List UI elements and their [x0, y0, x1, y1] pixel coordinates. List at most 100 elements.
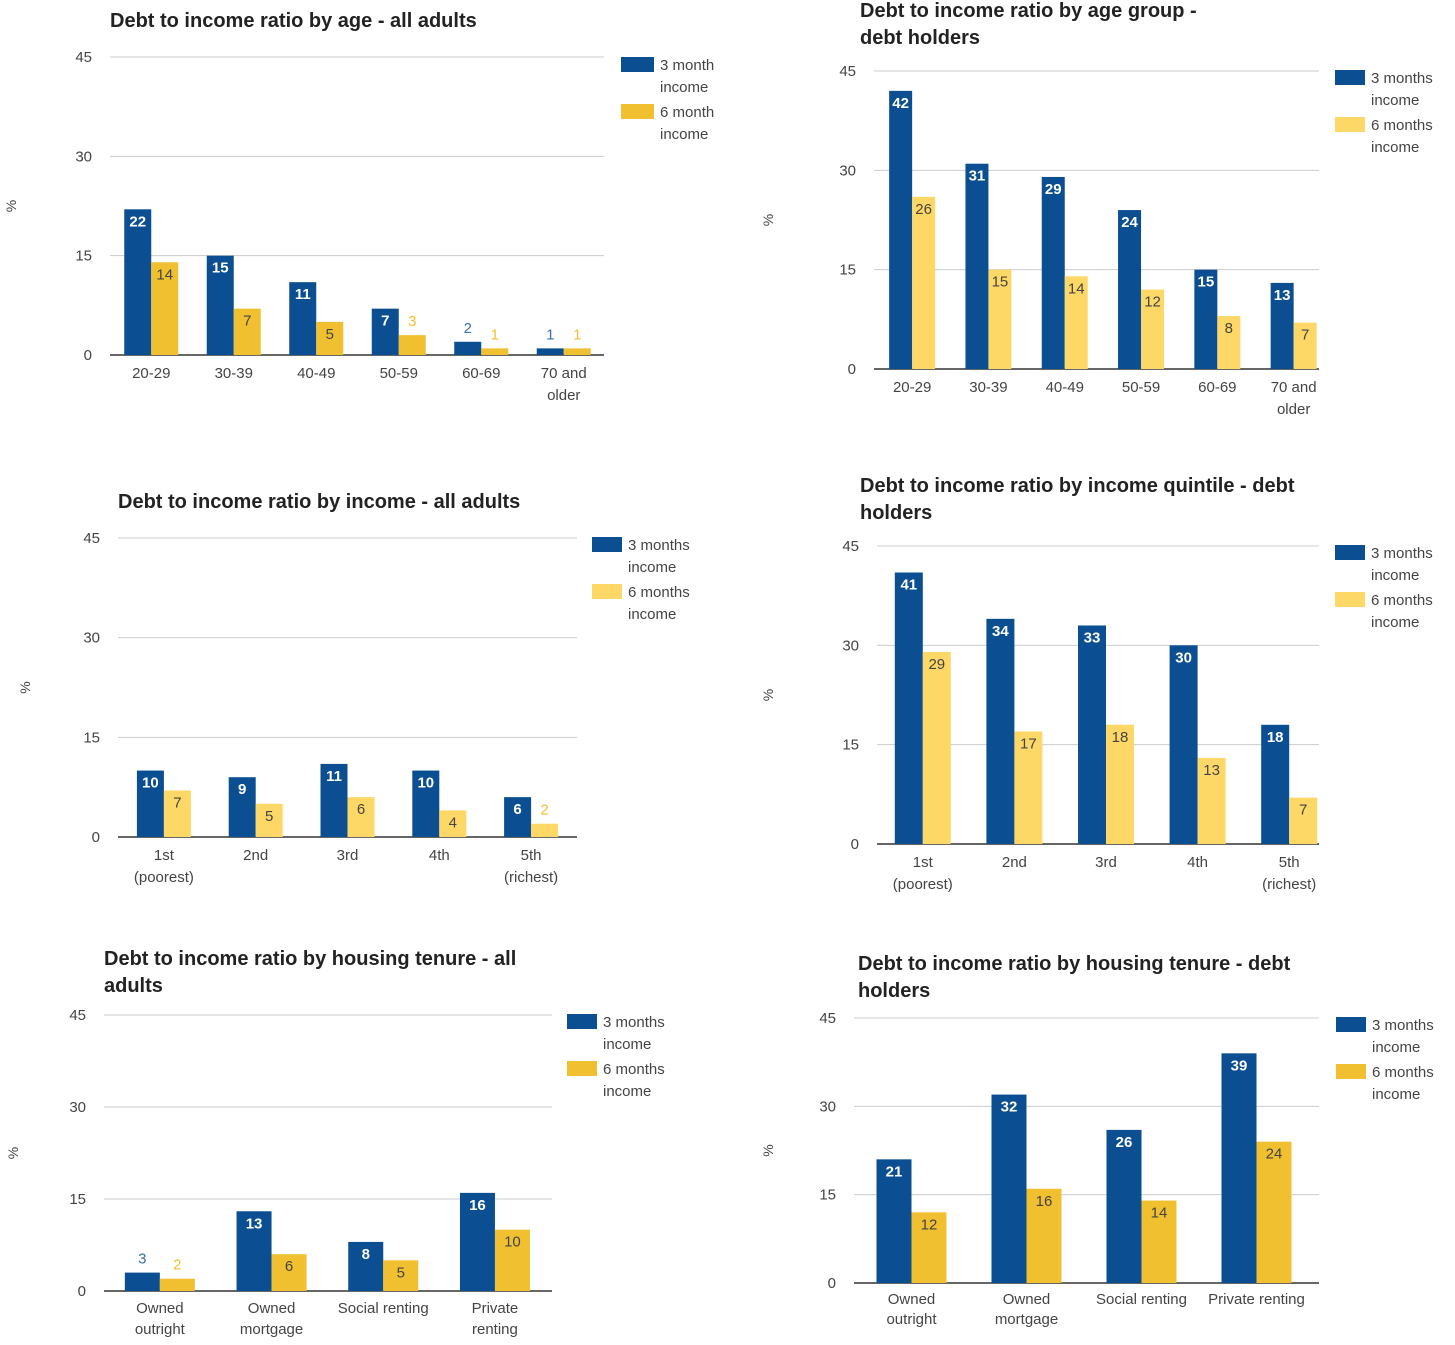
- y-axis-label: %: [760, 214, 776, 226]
- data-label: 4: [449, 814, 457, 831]
- data-label: 34: [992, 623, 1009, 640]
- bar-3-months: [371, 308, 399, 355]
- chart-tenure-all-adults: Debt to income ratio by housing tenure -…: [0, 925, 727, 1340]
- y-tick-label: 0: [92, 829, 100, 846]
- data-label: 12: [1144, 294, 1161, 311]
- data-label: 7: [1301, 327, 1309, 344]
- bar-3-months: [894, 572, 923, 844]
- data-label: 6: [285, 1258, 293, 1275]
- x-tick-label: 2nd: [1002, 854, 1027, 871]
- bar-6-months: [563, 348, 591, 355]
- data-label: 26: [1116, 1134, 1133, 1151]
- y-tick-label: 30: [819, 1098, 836, 1115]
- data-label: 6: [513, 801, 521, 818]
- data-label: 3: [408, 313, 416, 330]
- legend-swatch: [567, 1014, 597, 1029]
- data-label: 42: [892, 95, 909, 112]
- bar-3-months: [1078, 625, 1106, 844]
- bar-6-months: [481, 348, 509, 355]
- y-axis-label: %: [760, 1144, 776, 1156]
- x-tick-label: 5th (richest): [1262, 854, 1316, 893]
- data-label: 16: [469, 1197, 486, 1214]
- bar-6-months: [316, 321, 344, 355]
- data-label: 11: [295, 286, 311, 303]
- chart-age-all-adults: Debt to income ratio by age - all adults…: [0, 0, 727, 445]
- bar-3-months: [986, 618, 1015, 844]
- y-tick-label: 45: [839, 63, 856, 80]
- y-tick-label: 0: [78, 1283, 86, 1300]
- x-tick-label: 30-39: [969, 379, 1007, 396]
- bar-6-months: [1106, 724, 1134, 844]
- bar-3-months: [1169, 645, 1198, 844]
- data-label: 16: [1036, 1193, 1053, 1210]
- chart-svg: Debt to income ratio by age - all adults…: [3, 10, 714, 404]
- data-label: 17: [1020, 735, 1037, 752]
- bar-3-months: [348, 1241, 384, 1291]
- y-tick-label: 30: [842, 637, 859, 654]
- bar-6-months: [1217, 316, 1241, 369]
- y-tick-label: 0: [851, 836, 859, 853]
- chart-age-debt-holders: Debt to income ratio by age group -debt …: [727, 0, 1455, 445]
- bar-3-months: [412, 770, 440, 837]
- data-label: 1: [546, 326, 554, 343]
- bar-6-months: [159, 1278, 195, 1291]
- legend-label: 3 months income: [1371, 70, 1433, 109]
- data-label: 8: [1225, 320, 1233, 337]
- legend-label: 3 months income: [603, 1014, 665, 1053]
- bar-3-months: [206, 255, 234, 355]
- bar-3-months: [1118, 210, 1142, 369]
- bar-6-months: [1014, 731, 1043, 844]
- chart-income-all-adults: Debt to income ratio by income - all adu…: [0, 445, 727, 925]
- data-label: 33: [1084, 629, 1101, 646]
- data-label: 1: [491, 326, 499, 343]
- data-label: 13: [1274, 287, 1291, 304]
- data-label: 15: [212, 260, 229, 277]
- x-tick-label: Owned outright: [135, 1300, 186, 1338]
- legend-label: 6 months income: [1371, 592, 1433, 631]
- y-tick-label: 30: [75, 148, 92, 165]
- data-label: 31: [969, 168, 986, 185]
- legend-swatch: [592, 584, 622, 599]
- y-tick-label: 0: [828, 1275, 836, 1292]
- chart-title: Debt to income ratio by age group -debt …: [860, 0, 1197, 49]
- x-tick-label: Private renting: [472, 1300, 519, 1338]
- x-tick-label: Owned outright: [886, 1291, 937, 1328]
- legend-swatch: [1335, 117, 1365, 132]
- data-label: 41: [900, 576, 917, 593]
- data-label: 14: [1068, 280, 1085, 297]
- bar-6-months: [398, 335, 426, 355]
- x-tick-label: 20-29: [893, 379, 931, 396]
- bar-3-months: [459, 1192, 495, 1291]
- bar-3-months: [320, 763, 348, 837]
- data-label: 5: [397, 1264, 405, 1281]
- legend-swatch: [1336, 1064, 1366, 1079]
- bar-6-months: [531, 823, 559, 837]
- data-label: 30: [1175, 649, 1192, 666]
- x-tick-label: 1st (poorest): [134, 847, 194, 886]
- bar-6-months: [922, 651, 951, 844]
- data-label: 24: [1121, 214, 1138, 231]
- data-label: 7: [1299, 802, 1307, 819]
- data-label: 11: [326, 768, 342, 785]
- bar-6-months: [494, 1229, 530, 1291]
- data-label: 22: [129, 213, 146, 230]
- data-label: 15: [1198, 274, 1215, 291]
- y-tick-label: 15: [69, 1191, 86, 1208]
- data-label: 8: [362, 1246, 370, 1263]
- legend-label: 6 months income: [1372, 1064, 1434, 1103]
- data-label: 39: [1231, 1057, 1248, 1074]
- bar-6-months: [151, 262, 179, 355]
- data-label: 5: [326, 326, 334, 343]
- bar-6-months: [163, 790, 191, 837]
- y-tick-label: 15: [842, 737, 859, 754]
- bar-3-months: [536, 348, 564, 355]
- data-label: 18: [1267, 729, 1284, 746]
- bar-6-months: [912, 196, 936, 369]
- data-label: 14: [156, 266, 173, 283]
- bar-3-months: [991, 1094, 1027, 1283]
- y-tick-label: 15: [819, 1187, 836, 1204]
- bar-3-months: [1221, 1053, 1257, 1283]
- y-tick-label: 15: [75, 248, 92, 265]
- x-tick-label: 4th: [429, 847, 450, 864]
- chart-svg: Debt to income ratio by income - all adu…: [17, 491, 690, 886]
